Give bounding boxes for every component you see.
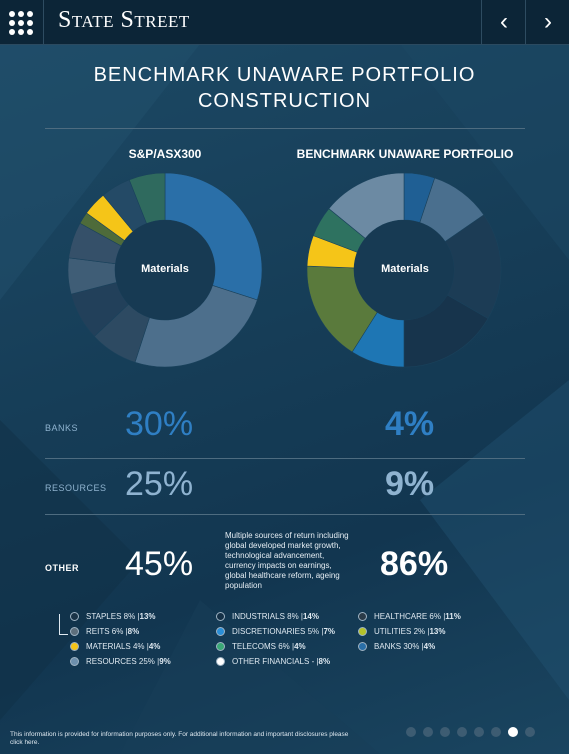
- other-left-value: 45%: [125, 545, 194, 583]
- legend-item-healthcare: HEALTHCARE 6% | 11%: [358, 612, 461, 621]
- resources-left-value: 25%: [125, 465, 194, 503]
- legend-dot-icon: [70, 612, 79, 621]
- legend-value: 13%: [429, 627, 446, 636]
- page-dot[interactable]: [406, 727, 416, 737]
- legend-item-resources: RESOURCES 25% | 9%: [70, 657, 171, 666]
- legend-text: UTILITIES 2% |: [374, 627, 430, 636]
- page-title: BENCHMARK UNAWARE PORTFOLIO CONSTRUCTION: [0, 62, 569, 114]
- right-center-label: Materials: [381, 263, 429, 275]
- legend-value: 9%: [159, 657, 171, 666]
- legend-dot-icon: [358, 612, 367, 621]
- donut-hole: [354, 220, 454, 320]
- grid-menu-icon[interactable]: [0, 0, 44, 44]
- legend-text: BANKS 30% |: [374, 642, 424, 651]
- banks-left-value: 30%: [125, 405, 194, 443]
- legend-dot-icon: [70, 657, 79, 666]
- legend-value: 4%: [294, 642, 306, 651]
- next-button[interactable]: ›: [525, 0, 569, 44]
- logo: State Street: [58, 7, 190, 33]
- legend-value: 8%: [127, 627, 140, 636]
- legend-value: 11%: [445, 612, 461, 621]
- donut-hole: [115, 220, 215, 320]
- page-dot[interactable]: [508, 727, 518, 737]
- legend-text: HEALTHCARE 6% |: [374, 612, 446, 621]
- row-label-other: OTHER: [45, 563, 79, 573]
- legend-text: RESOURCES 25% |: [86, 657, 160, 666]
- row-divider-1: [45, 458, 525, 459]
- legend-dot-icon: [216, 642, 225, 651]
- legend-item-other-financials: OTHER FINANCIALS - | 8%: [216, 657, 330, 666]
- chevron-left-icon: ‹: [500, 8, 508, 35]
- legend-item-banks: BANKS 30% | 4%: [358, 642, 435, 651]
- legend-dot-icon: [216, 627, 225, 636]
- other-description: Multiple sources of return including glo…: [225, 531, 349, 590]
- legend-dot-icon: [358, 642, 367, 651]
- legend-item-reits: REITS 6% | 8%: [70, 627, 139, 636]
- legend-value: 8%: [318, 657, 331, 666]
- page-dot[interactable]: [525, 727, 535, 737]
- legend-value: 13%: [139, 612, 156, 621]
- top-bar: State Street ‹ ›: [0, 0, 569, 45]
- page-dot[interactable]: [474, 727, 484, 737]
- left-chart-title: S&P/ASX300: [128, 147, 202, 161]
- benchmark-unaware-donut-chart: [306, 172, 502, 368]
- legend-text: REITS 6% |: [86, 627, 128, 636]
- legend-text: INDUSTRIALS 8% |: [232, 612, 303, 621]
- legend-item-telecoms: TELECOMS 6% | 4%: [216, 642, 306, 651]
- sp-asx300-donut-chart: [67, 172, 263, 368]
- row-divider-2: [45, 514, 525, 515]
- page-dot[interactable]: [457, 727, 467, 737]
- legend-text: TELECOMS 6% |: [232, 642, 295, 651]
- legend-value: 14%: [302, 612, 319, 621]
- page-indicator: [406, 727, 535, 737]
- legend-item-materials: MATERIALS 4% | 4%: [70, 642, 160, 651]
- legend-dot-icon: [216, 612, 225, 621]
- row-label-banks: BANKS: [45, 423, 79, 433]
- other-right-value: 86%: [380, 545, 449, 583]
- previous-button[interactable]: ‹: [481, 0, 526, 44]
- legend-dot-icon: [70, 642, 79, 651]
- page-dot[interactable]: [423, 727, 433, 737]
- title-divider: [45, 128, 525, 129]
- legend-dot-icon: [70, 627, 79, 636]
- legend-value: 7%: [323, 627, 335, 636]
- banks-right-value: 4%: [385, 405, 435, 443]
- title-line-2: CONSTRUCTION: [197, 90, 372, 112]
- right-chart-title: BENCHMARK UNAWARE PORTFOLIO: [296, 147, 514, 161]
- legend-text: STAPLES 8% |: [86, 612, 140, 621]
- page-dot[interactable]: [491, 727, 501, 737]
- legend-item-discretionaries: DISCRETIONARIES 5% | 7%: [216, 627, 335, 636]
- legend-item-utilities: UTILITIES 2% | 13%: [358, 627, 445, 636]
- chevron-right-icon: ›: [544, 8, 552, 35]
- legend-item-staples: STAPLES 8% | 13%: [70, 612, 156, 621]
- legend-text: DISCRETIONARIES 5% |: [232, 627, 324, 636]
- row-label-resources: RESOURCES: [45, 483, 107, 493]
- resources-right-value: 9%: [385, 465, 435, 503]
- legend-text: MATERIALS 4% |: [86, 642, 149, 651]
- title-line-1: BENCHMARK UNAWARE PORTFOLIO: [93, 64, 476, 86]
- legend-dot-icon: [216, 657, 225, 666]
- legend-item-industrials: INDUSTRIALS 8% | 14%: [216, 612, 319, 621]
- legend-dot-icon: [358, 627, 367, 636]
- legend-bracket: [59, 614, 68, 635]
- legend-text: OTHER FINANCIALS - |: [232, 657, 319, 666]
- legend-value: 4%: [423, 642, 436, 651]
- disclaimer-link[interactable]: This information is provided for informa…: [10, 731, 349, 746]
- legend-value: 4%: [148, 642, 161, 651]
- left-center-label: Materials: [141, 263, 189, 275]
- page-dot[interactable]: [440, 727, 450, 737]
